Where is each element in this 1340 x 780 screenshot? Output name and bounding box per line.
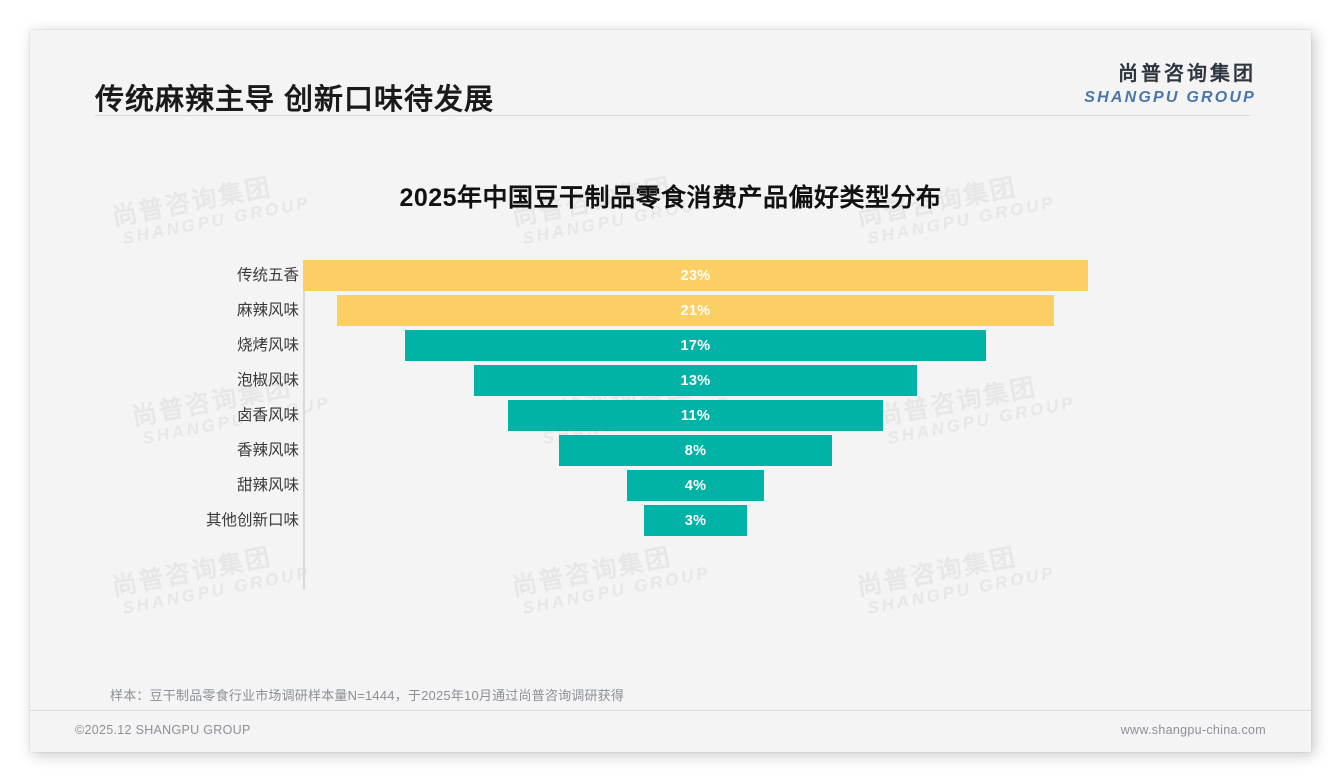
bar[interactable]: 23%	[303, 260, 1088, 291]
bar-value-label: 23%	[680, 267, 711, 284]
bar-value-label: 13%	[680, 372, 711, 389]
footer-copyright: ©2025.12 SHANGPU GROUP	[75, 723, 251, 737]
bar-value-label: 8%	[684, 442, 707, 459]
bar-row: 其他创新口味 3%	[30, 505, 1311, 540]
category-axis-line	[303, 260, 305, 590]
slide-header: 传统麻辣主导 创新口味待发展 尚普咨询集团 SHANGPU GROUP	[30, 30, 1311, 120]
chart-title: 2025年中国豆干制品零食消费产品偏好类型分布	[399, 184, 942, 212]
bar[interactable]: 8%	[558, 435, 832, 466]
bar-category-label: 卤香风味	[236, 407, 299, 424]
bar[interactable]: 3%	[644, 505, 747, 536]
bar-value-label: 11%	[680, 407, 711, 424]
bar[interactable]: 17%	[405, 330, 986, 361]
bar-row: 香辣风味 8%	[30, 435, 1311, 470]
slide-footer: ©2025.12 SHANGPU GROUP www.shangpu-china…	[30, 710, 1311, 752]
bar-series: 传统五香 23% 麻辣风味 21% 烧烤风味 17% 泡椒风味 13% 卤香风味 11% 香辣风味 8…	[30, 260, 1311, 540]
bar-row: 烧烤风味 17%	[30, 330, 1311, 365]
bar[interactable]: 21%	[337, 295, 1054, 326]
bar-value-label: 3%	[684, 512, 707, 529]
bar-row: 卤香风味 11%	[30, 400, 1311, 435]
bar-category-label: 传统五香	[236, 267, 299, 284]
bar[interactable]: 11%	[507, 400, 884, 431]
header-divider	[95, 115, 1250, 116]
bar-category-label: 香辣风味	[236, 442, 299, 459]
bar-category-label: 其他创新口味	[205, 512, 299, 529]
funnel-bar-chart: 传统五香 23% 麻辣风味 21% 烧烤风味 17% 泡椒风味 13% 卤香风味 11% 香辣风味 8…	[30, 260, 1311, 590]
brand-logo: 尚普咨询集团 SHANGPU GROUP	[1084, 62, 1256, 107]
logo-chinese-text: 尚普咨询集团	[1118, 63, 1256, 85]
bar-value-label: 21%	[680, 302, 711, 319]
bar-category-label: 烧烤风味	[236, 337, 299, 354]
bar-value-label: 4%	[684, 477, 707, 494]
bar-row: 传统五香 23%	[30, 260, 1311, 295]
bar-row: 甜辣风味 4%	[30, 470, 1311, 505]
logo-english-text: SHANGPU GROUP	[1084, 89, 1256, 106]
slide-canvas: 尚普咨询集团 SHANGPU GROUP 尚普咨询集团 SHANGPU GROUP 尚普…	[30, 30, 1311, 752]
source-note: 样本：豆干制品零食行业市场调研样本量N=1444，于2025年10月通过尚普咨询…	[110, 688, 625, 703]
bar[interactable]: 4%	[627, 470, 764, 501]
bar-value-label: 17%	[680, 337, 711, 354]
bar-category-label: 甜辣风味	[236, 477, 299, 494]
bar-row: 麻辣风味 21%	[30, 295, 1311, 330]
bar-category-label: 麻辣风味	[236, 302, 299, 319]
page-title: 传统麻辣主导 创新口味待发展	[95, 84, 495, 116]
chart-container: 2025年中国豆干制品零食消费产品偏好类型分布 传统五香 23% 麻辣风味 21% 烧烤…	[30, 120, 1311, 700]
footer-website[interactable]: www.shangpu-china.com	[1120, 723, 1266, 737]
bar-category-label: 泡椒风味	[236, 372, 299, 389]
bar[interactable]: 13%	[473, 365, 918, 396]
bar-row: 泡椒风味 13%	[30, 365, 1311, 400]
